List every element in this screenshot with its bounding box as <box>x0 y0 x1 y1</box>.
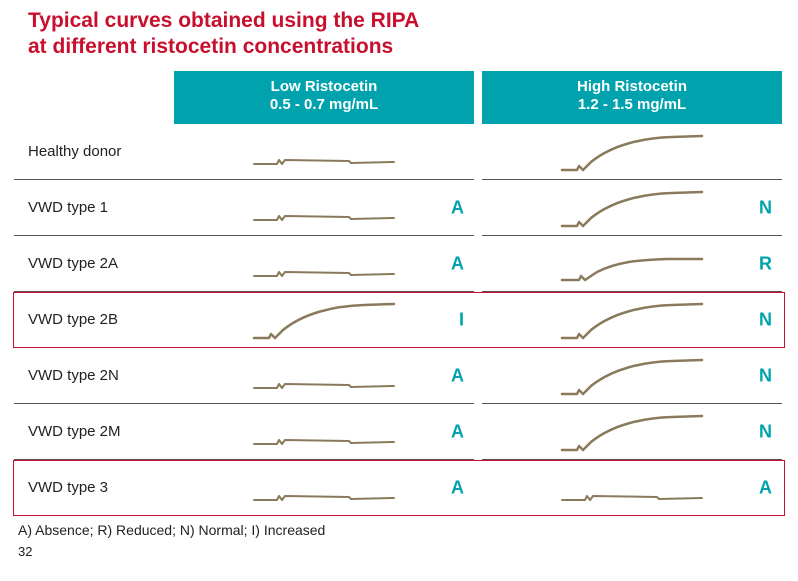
table-row: VWD type 1 A N <box>14 180 784 236</box>
result-code: R <box>759 253 772 274</box>
table-row: Healthy donor <box>14 124 784 180</box>
row-label: VWD type 3 <box>14 460 174 516</box>
header-col-high: High Ristocetin 1.2 - 1.5 mg/mL <box>482 71 782 125</box>
high-cell: R <box>482 236 782 292</box>
curve-low <box>249 186 399 230</box>
header-high-line2: 1.2 - 1.5 mg/mL <box>578 96 686 113</box>
curve-low <box>249 354 399 398</box>
page-number: 32 <box>18 544 798 559</box>
table-row: VWD type 2B I N <box>14 292 784 348</box>
curve-low <box>249 298 399 342</box>
title-line-1: Typical curves obtained using the RIPA <box>28 9 419 32</box>
low-cell: A <box>174 180 474 236</box>
result-code: N <box>759 365 772 386</box>
result-code: A <box>759 477 772 498</box>
curve-low <box>249 410 399 454</box>
header-col-low: Low Ristocetin 0.5 - 0.7 mg/mL <box>174 71 474 125</box>
row-label: Healthy donor <box>14 124 174 180</box>
high-cell: N <box>482 292 782 348</box>
result-code: A <box>451 421 464 442</box>
curve-high <box>557 130 707 174</box>
curve-low <box>249 130 399 174</box>
result-code: N <box>759 421 772 442</box>
curve-high <box>557 354 707 398</box>
legend-text: A) Absence; R) Reduced; N) Normal; I) In… <box>18 522 798 538</box>
low-cell <box>174 124 474 180</box>
high-cell: N <box>482 348 782 404</box>
header-low-line1: Low Ristocetin <box>271 78 378 95</box>
curve-high <box>557 410 707 454</box>
curve-high <box>557 466 707 510</box>
result-code: I <box>459 309 464 330</box>
table-row: VWD type 2N A N <box>14 348 784 404</box>
row-label: VWD type 2B <box>14 292 174 348</box>
ripa-table: Low Ristocetin 0.5 - 0.7 mg/mL High Rist… <box>14 71 784 517</box>
result-code: N <box>759 197 772 218</box>
table-header-row: Low Ristocetin 0.5 - 0.7 mg/mL High Rist… <box>14 71 784 125</box>
row-label: VWD type 2A <box>14 236 174 292</box>
page-title: Typical curves obtained using the RIPA a… <box>0 0 798 61</box>
curve-high <box>557 186 707 230</box>
header-empty-cell <box>14 71 174 125</box>
curve-low <box>249 466 399 510</box>
header-low-line2: 0.5 - 0.7 mg/mL <box>270 96 378 113</box>
title-line-2: at different ristocetin concentrations <box>28 35 393 58</box>
header-high-line1: High Ristocetin <box>577 78 687 95</box>
high-cell <box>482 124 782 180</box>
curve-low <box>249 242 399 286</box>
low-cell: A <box>174 348 474 404</box>
low-cell: A <box>174 236 474 292</box>
curve-high <box>557 242 707 286</box>
high-cell: N <box>482 404 782 460</box>
high-cell: A <box>482 460 782 516</box>
row-label: VWD type 2M <box>14 404 174 460</box>
result-code: A <box>451 477 464 498</box>
row-label: VWD type 2N <box>14 348 174 404</box>
low-cell: A <box>174 404 474 460</box>
table-row: VWD type 3 A A <box>14 460 784 516</box>
high-cell: N <box>482 180 782 236</box>
table-row: VWD type 2M A N <box>14 404 784 460</box>
low-cell: A <box>174 460 474 516</box>
low-cell: I <box>174 292 474 348</box>
curve-high <box>557 298 707 342</box>
result-code: A <box>451 197 464 218</box>
result-code: A <box>451 365 464 386</box>
result-code: N <box>759 309 772 330</box>
table-row: VWD type 2A A R <box>14 236 784 292</box>
row-label: VWD type 1 <box>14 180 174 236</box>
result-code: A <box>451 253 464 274</box>
